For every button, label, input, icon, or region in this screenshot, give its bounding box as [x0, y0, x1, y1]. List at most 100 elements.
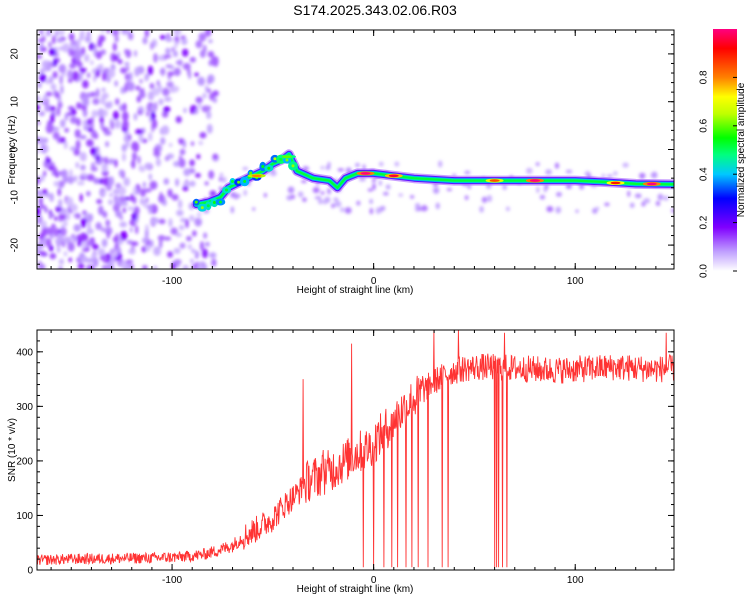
noise-speck — [196, 263, 203, 269]
noise-speck — [39, 30, 44, 36]
noise-speck — [81, 173, 88, 178]
noise-speck — [314, 196, 322, 200]
noise-speck — [165, 47, 171, 55]
noise-speck — [57, 180, 65, 188]
noise-speck — [135, 128, 144, 135]
noise-speck — [37, 54, 43, 59]
noise-speck — [168, 217, 173, 228]
noise-speck — [416, 206, 424, 211]
noise-speck — [101, 264, 110, 269]
noise-speck — [49, 192, 54, 202]
noise-speck — [92, 75, 97, 83]
noise-speck — [595, 206, 600, 211]
noise-speck — [152, 87, 161, 96]
noise-speck — [71, 70, 80, 81]
y-tick-label: 100 — [16, 511, 33, 522]
noise-speck — [189, 106, 195, 115]
noise-speck — [369, 198, 374, 204]
noise-speck — [38, 196, 43, 207]
noise-speck — [75, 139, 81, 150]
noise-speck — [87, 220, 91, 231]
noise-speck — [467, 184, 471, 190]
noise-speck — [147, 90, 155, 101]
ridge-blob-core — [243, 179, 247, 183]
noise-speck — [146, 103, 153, 112]
snr-x-axis: -100 0 100 — [50, 330, 657, 586]
noise-speck — [60, 84, 64, 95]
ridge-blob-core — [291, 164, 295, 168]
noise-speck — [165, 36, 173, 43]
noise-speck — [196, 212, 202, 217]
noise-speck — [145, 197, 149, 203]
noise-speck — [219, 173, 224, 177]
noise-speck — [187, 243, 192, 250]
noise-speck — [155, 158, 161, 167]
noise-speck — [130, 241, 139, 247]
noise-speck — [320, 165, 325, 170]
noise-speck — [135, 225, 139, 235]
noise-speck — [149, 180, 158, 190]
noise-speck — [206, 105, 212, 111]
noise-speck — [446, 188, 453, 192]
noise-speck — [45, 238, 52, 248]
noise-speck — [84, 35, 92, 43]
noise-speck — [37, 95, 40, 103]
noise-speck — [68, 257, 72, 263]
noise-speck — [181, 48, 189, 57]
noise-speck — [139, 78, 143, 84]
noise-speck — [57, 30, 65, 36]
noise-speck — [109, 260, 116, 265]
noise-speck — [622, 162, 629, 168]
noise-speck — [190, 141, 195, 146]
ridge-blob-core — [194, 200, 198, 204]
noise-speck — [555, 206, 561, 214]
noise-speck — [334, 200, 342, 208]
noise-speck — [502, 184, 507, 190]
noise-speck — [415, 203, 421, 207]
noise-speck — [62, 236, 71, 244]
noise-speck — [89, 42, 94, 51]
noise-speck — [97, 108, 105, 118]
hot-spot-core — [360, 172, 371, 175]
noise-speck — [98, 178, 103, 185]
noise-speck — [93, 177, 100, 185]
noise-speck — [643, 198, 651, 204]
noise-speck — [481, 197, 487, 201]
noise-speck — [161, 125, 170, 135]
spectrogram-heatmap — [37, 30, 674, 269]
noise-speck — [158, 218, 166, 225]
noise-speck — [156, 80, 160, 87]
noise-speck — [161, 111, 169, 118]
noise-speck — [122, 207, 127, 214]
spectrogram-y-label: Frequency (Hz) — [7, 116, 18, 185]
noise-speck — [92, 244, 99, 250]
noise-speck — [77, 239, 82, 247]
ridge-blob-core — [206, 204, 210, 208]
spectrogram-x-label: Height of straight line (km) — [297, 285, 414, 296]
noise-speck — [171, 85, 179, 93]
noise-speck — [106, 76, 111, 83]
noise-speck — [86, 30, 91, 37]
noise-speck — [114, 98, 120, 105]
noise-speck — [66, 111, 73, 116]
noise-speck — [182, 181, 191, 187]
noise-speck — [46, 62, 52, 72]
noise-speck — [82, 79, 89, 89]
ridge-blob-core — [218, 200, 222, 204]
noise-speck — [409, 195, 415, 199]
noise-speck — [81, 256, 89, 263]
noise-speck — [161, 67, 165, 77]
noise-speck — [189, 56, 196, 63]
noise-speck — [91, 110, 99, 118]
noise-speck — [114, 195, 119, 203]
noise-speck — [191, 263, 198, 269]
noise-speck — [207, 50, 215, 58]
noise-speck — [39, 43, 44, 50]
noise-speck — [45, 123, 54, 134]
noise-speck — [109, 192, 113, 198]
noise-speck — [663, 195, 669, 201]
noise-speck — [148, 173, 153, 181]
noise-speck — [131, 151, 137, 161]
